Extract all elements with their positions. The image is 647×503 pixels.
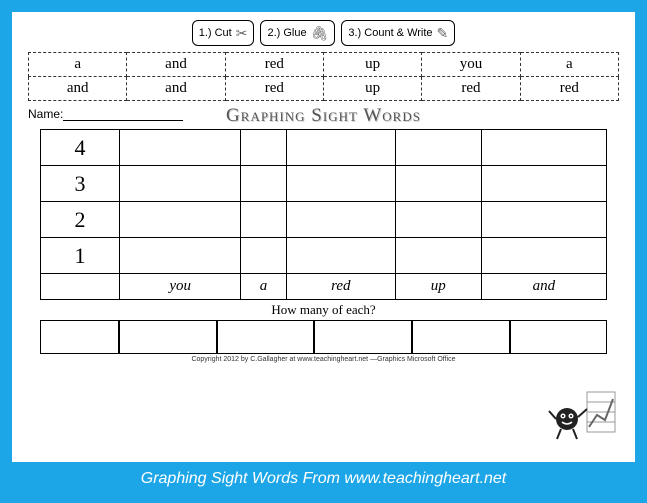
graph-row: 4 bbox=[40, 130, 606, 166]
row-number: 4 bbox=[40, 130, 119, 166]
worksheet-page: 1.) Cut ✂ 2.) Glue 🖇 3.) Count & Write ✎… bbox=[12, 12, 635, 462]
caption-text: Graphing Sight Words From www.teachinghe… bbox=[12, 470, 635, 488]
count-box[interactable] bbox=[412, 320, 510, 354]
word-cell: red bbox=[225, 77, 323, 101]
graph-cell[interactable] bbox=[120, 202, 241, 238]
graph-cell[interactable] bbox=[481, 202, 607, 238]
graph-cell[interactable] bbox=[481, 238, 607, 274]
instruction-cut: 1.) Cut ✂ bbox=[192, 20, 255, 46]
count-box-row bbox=[40, 320, 607, 354]
table-row: a and red up you a bbox=[29, 53, 619, 77]
graph-cell[interactable] bbox=[481, 130, 607, 166]
column-word: a bbox=[241, 274, 286, 300]
graph-cell[interactable] bbox=[396, 202, 482, 238]
table-row: and and red up red red bbox=[29, 77, 619, 101]
row-number: 2 bbox=[40, 202, 119, 238]
instruction-row: 1.) Cut ✂ 2.) Glue 🖇 3.) Count & Write ✎ bbox=[28, 20, 619, 46]
instruction-count: 3.) Count & Write ✎ bbox=[341, 20, 455, 46]
column-word: up bbox=[396, 274, 482, 300]
row-number: 1 bbox=[40, 238, 119, 274]
instruction-label: 3.) Count & Write bbox=[348, 27, 432, 39]
graph-cell[interactable] bbox=[286, 202, 395, 238]
mascot-icon bbox=[547, 387, 617, 442]
word-cell: up bbox=[323, 53, 421, 77]
word-cell: a bbox=[520, 53, 618, 77]
count-box[interactable] bbox=[314, 320, 412, 354]
graph-cell[interactable] bbox=[241, 130, 286, 166]
graph-cell[interactable] bbox=[286, 166, 395, 202]
graph-cell[interactable] bbox=[241, 238, 286, 274]
row-number: 3 bbox=[40, 166, 119, 202]
graph-cell[interactable] bbox=[120, 166, 241, 202]
graph-cell[interactable] bbox=[481, 166, 607, 202]
word-cell: up bbox=[323, 77, 421, 101]
empty-cell bbox=[40, 274, 119, 300]
name-row: Name: Graphing Sight Words bbox=[28, 107, 619, 127]
graph-cell[interactable] bbox=[286, 130, 395, 166]
how-many-label: How many of each? bbox=[28, 302, 619, 318]
count-box[interactable] bbox=[40, 320, 119, 354]
graph-cell[interactable] bbox=[241, 166, 286, 202]
column-word: you bbox=[120, 274, 241, 300]
graph-word-row: you a red up and bbox=[40, 274, 606, 300]
graph-cell[interactable] bbox=[286, 238, 395, 274]
page-title: Graphing Sight Words bbox=[28, 105, 619, 127]
graph-cell[interactable] bbox=[396, 130, 482, 166]
graph-cell[interactable] bbox=[120, 130, 241, 166]
word-cell: and bbox=[127, 53, 225, 77]
word-cell: red bbox=[225, 53, 323, 77]
word-cell: red bbox=[422, 77, 520, 101]
scissors-icon: ✂ bbox=[236, 25, 248, 42]
graph-cell[interactable] bbox=[241, 202, 286, 238]
instruction-glue: 2.) Glue 🖇 bbox=[260, 20, 335, 46]
count-box[interactable] bbox=[217, 320, 315, 354]
column-word: red bbox=[286, 274, 395, 300]
graph-row: 2 bbox=[40, 202, 606, 238]
glue-icon: 🖇 bbox=[311, 25, 329, 42]
graph-table: 4 3 2 1 you a red up and bbox=[40, 129, 607, 300]
graph-row: 1 bbox=[40, 238, 606, 274]
word-cell: and bbox=[127, 77, 225, 101]
cutout-word-table: a and red up you a and and red up red re… bbox=[28, 52, 619, 101]
graph-cell[interactable] bbox=[396, 166, 482, 202]
graph-row: 3 bbox=[40, 166, 606, 202]
count-box[interactable] bbox=[119, 320, 217, 354]
count-box[interactable] bbox=[510, 320, 608, 354]
graph-cell[interactable] bbox=[120, 238, 241, 274]
pencil-icon: ✎ bbox=[437, 25, 449, 42]
copyright-text: Copyright 2012 by C.Gallagher at www.tea… bbox=[28, 356, 619, 363]
word-cell: and bbox=[29, 77, 127, 101]
word-cell: a bbox=[29, 53, 127, 77]
graph-cell[interactable] bbox=[396, 238, 482, 274]
word-cell: you bbox=[422, 53, 520, 77]
column-word: and bbox=[481, 274, 607, 300]
word-cell: red bbox=[520, 77, 618, 101]
instruction-label: 2.) Glue bbox=[267, 27, 306, 39]
instruction-label: 1.) Cut bbox=[199, 27, 232, 39]
